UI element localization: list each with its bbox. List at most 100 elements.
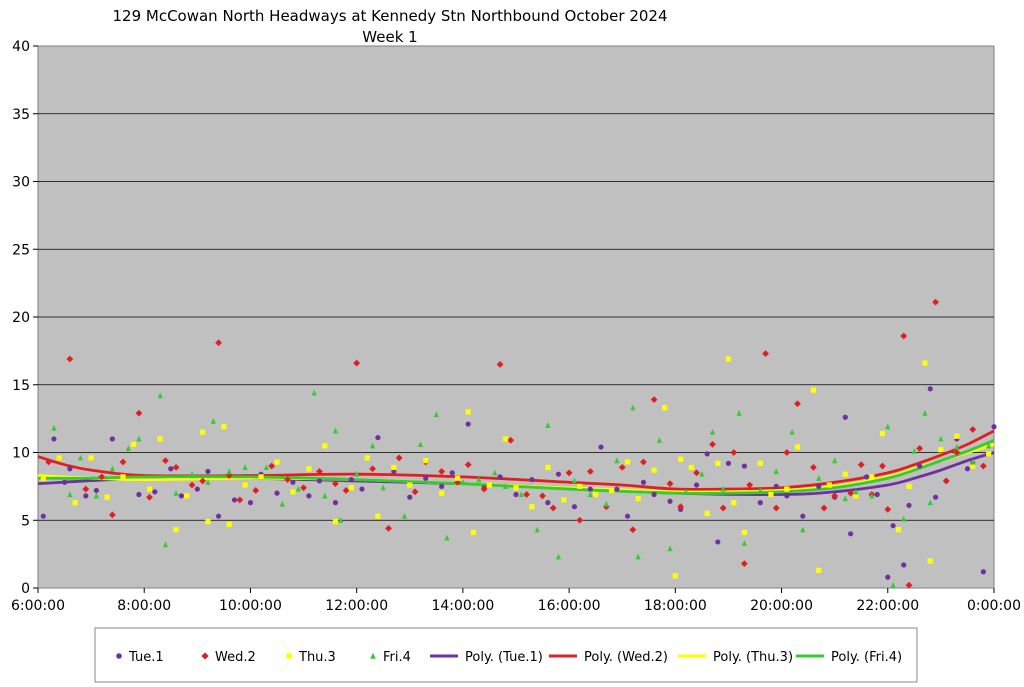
data-point — [72, 500, 78, 506]
data-point — [970, 458, 976, 465]
data-point — [784, 493, 790, 499]
data-point — [651, 467, 657, 473]
data-point — [667, 498, 673, 504]
data-point — [725, 356, 732, 362]
data-point — [715, 460, 721, 466]
data-point — [311, 389, 317, 396]
data-point — [635, 553, 641, 560]
data-point — [783, 449, 791, 456]
data-point — [518, 491, 524, 498]
data-point — [513, 485, 519, 491]
data-point — [407, 494, 413, 500]
data-point — [970, 463, 976, 469]
legend-label: Thu.3 — [298, 650, 336, 665]
chart-title: 129 McCowan North Headways at Kennedy St… — [112, 7, 667, 25]
data-point — [513, 491, 519, 498]
data-point — [986, 442, 992, 449]
data-point — [274, 459, 280, 465]
y-tick-label: 10 — [12, 446, 30, 462]
data-point — [699, 470, 705, 477]
data-point — [890, 582, 896, 588]
data-point — [178, 493, 184, 499]
data-point — [667, 545, 673, 552]
data-point — [545, 422, 551, 428]
data-point — [842, 471, 848, 477]
legend-marker — [201, 652, 209, 660]
data-point — [258, 474, 264, 480]
data-point — [656, 437, 662, 443]
data-point — [666, 480, 674, 488]
y-tick-label: 0 — [21, 581, 30, 597]
data-point — [842, 495, 848, 502]
data-point — [268, 462, 276, 470]
legend-box — [94, 627, 918, 683]
data-point — [991, 424, 997, 430]
data-point — [842, 414, 848, 420]
data-point — [40, 513, 46, 519]
y-tick-label: 30 — [12, 175, 30, 191]
data-point — [529, 477, 535, 483]
legend: Tue.1 Wed.2 Thu.3 Fri.4 Poly. (Tue.1) Poly. (… — [116, 650, 902, 665]
data-point — [709, 428, 716, 435]
data-point — [719, 504, 727, 512]
data-point — [853, 488, 859, 495]
data-point — [848, 531, 854, 537]
data-point — [353, 359, 361, 367]
data-point — [704, 451, 710, 457]
data-point — [444, 534, 450, 541]
legend-label: Poly. (Thu.3) — [713, 650, 793, 665]
data-point — [561, 497, 567, 503]
data-point — [332, 427, 339, 434]
data-point — [922, 410, 928, 416]
data-point — [51, 424, 57, 431]
data-point — [731, 500, 737, 506]
data-point — [762, 350, 770, 357]
data-point — [693, 482, 700, 488]
data-point — [162, 541, 169, 548]
data-point — [651, 491, 657, 498]
data-point — [56, 455, 62, 461]
data-point — [93, 487, 100, 494]
data-point — [221, 424, 227, 430]
data-point — [316, 468, 323, 475]
data-point — [438, 468, 446, 475]
data-point — [502, 483, 508, 489]
data-point — [332, 519, 339, 525]
data-point — [927, 386, 933, 392]
data-point — [152, 489, 158, 495]
data-point — [131, 441, 137, 447]
data-point — [816, 483, 822, 489]
data-point — [545, 500, 551, 506]
data-point — [832, 457, 838, 464]
data-point — [624, 459, 631, 465]
data-point — [598, 444, 604, 450]
data-point — [529, 504, 535, 510]
data-point — [464, 461, 472, 469]
data-point — [67, 466, 73, 472]
data-point — [295, 485, 301, 492]
data-point — [917, 463, 923, 469]
data-point — [586, 468, 594, 475]
y-tick-label: 25 — [12, 242, 30, 258]
data-point — [932, 298, 939, 306]
x-tick-label: 20:00:00 — [750, 598, 813, 614]
data-point — [157, 436, 163, 442]
data-point — [938, 447, 944, 453]
data-point — [901, 515, 907, 522]
data-point — [773, 468, 779, 475]
x-tick-label: 16:00:00 — [538, 598, 601, 614]
data-point — [614, 486, 620, 492]
data-point — [146, 486, 153, 492]
data-point — [741, 540, 747, 546]
data-point — [322, 492, 328, 499]
data-point — [672, 573, 678, 579]
data-point — [242, 482, 248, 488]
data-point — [433, 411, 439, 418]
data-point — [226, 468, 232, 475]
data-point — [773, 483, 779, 489]
data-point — [730, 449, 738, 456]
data-point — [364, 455, 370, 461]
data-point — [740, 560, 748, 568]
data-point — [576, 516, 584, 524]
data-point — [322, 443, 328, 449]
